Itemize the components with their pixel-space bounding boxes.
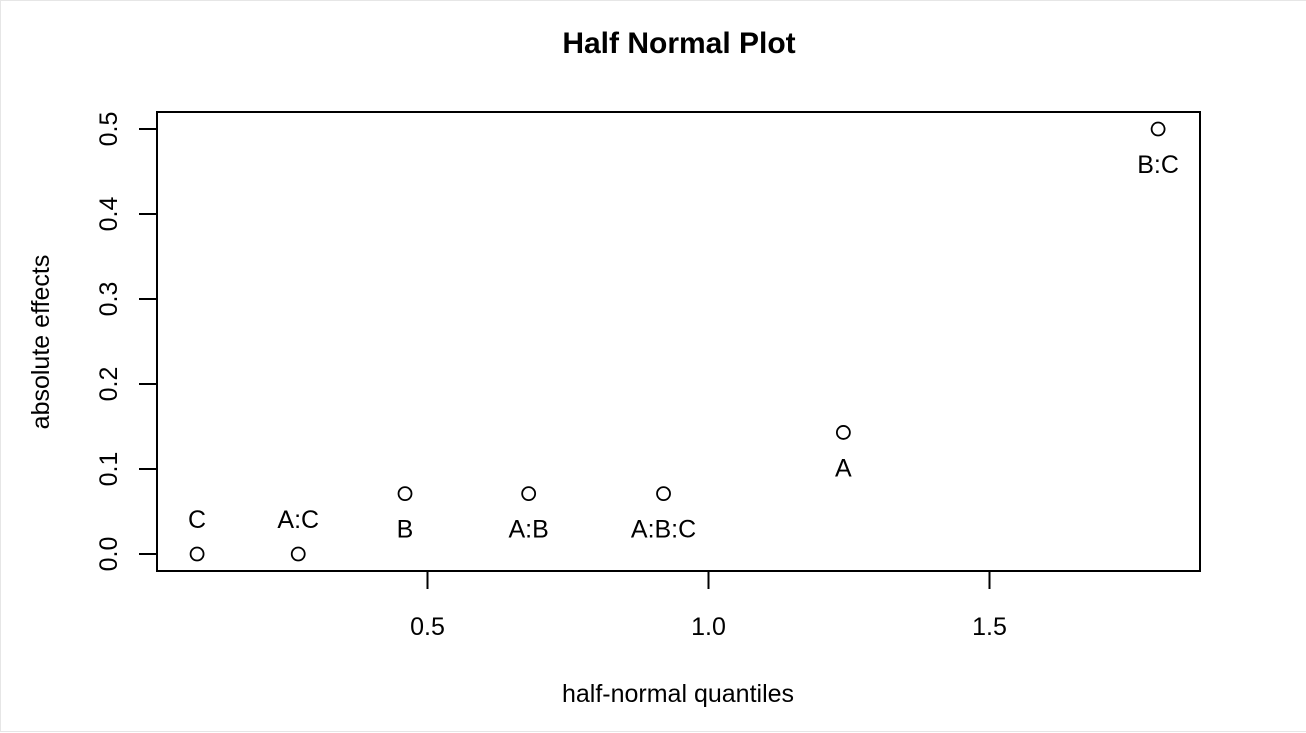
point-label: A:C bbox=[277, 506, 319, 534]
x-tick-label: 0.5 bbox=[410, 613, 445, 641]
data-point bbox=[521, 486, 537, 502]
y-tick-label: 0.5 bbox=[95, 112, 123, 147]
data-points bbox=[189, 121, 1166, 562]
point-label: B bbox=[397, 516, 414, 544]
plot-frame bbox=[156, 111, 1201, 572]
data-point bbox=[835, 425, 851, 440]
point-label: A bbox=[835, 454, 852, 482]
data-point bbox=[290, 546, 306, 562]
point-labels: C A:C B A:B A:B:C A B:C bbox=[188, 151, 1179, 544]
point-label: B:C bbox=[1137, 151, 1179, 179]
y-tick-label: 0.3 bbox=[95, 282, 123, 317]
y-axis: 0.0 0.1 0.2 0.3 0.4 0.5 bbox=[95, 112, 158, 572]
y-tick-label: 0.1 bbox=[95, 452, 123, 487]
y-tick-label: 0.0 bbox=[95, 537, 123, 572]
data-point bbox=[1150, 121, 1166, 137]
point-label: A:B bbox=[509, 516, 549, 544]
y-tick-label: 0.2 bbox=[95, 367, 123, 402]
chart-title: Half Normal Plot bbox=[562, 27, 795, 60]
x-tick-label: 1.5 bbox=[972, 613, 1007, 641]
data-point bbox=[656, 486, 671, 502]
data-point bbox=[397, 486, 413, 502]
point-label: C bbox=[188, 506, 206, 534]
x-tick-label: 1.0 bbox=[691, 613, 726, 641]
data-point bbox=[189, 546, 205, 562]
x-axis: 0.5 1.0 1.5 bbox=[410, 570, 1007, 641]
point-label: A:B:C bbox=[631, 516, 696, 544]
x-axis-label: half-normal quantiles bbox=[562, 680, 794, 708]
y-tick-label: 0.4 bbox=[95, 197, 123, 232]
y-axis-label: absolute effects bbox=[27, 255, 55, 430]
